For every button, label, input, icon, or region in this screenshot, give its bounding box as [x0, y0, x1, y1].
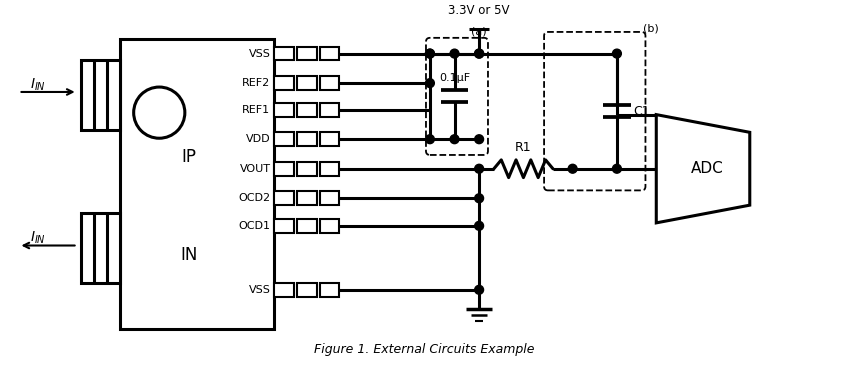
Text: VDD: VDD [246, 134, 271, 144]
Circle shape [425, 49, 435, 58]
Text: (b): (b) [644, 24, 659, 34]
Bar [320, 132, 340, 146]
Bar [320, 283, 340, 297]
Bar [297, 219, 317, 233]
Circle shape [568, 164, 577, 173]
Bar [320, 219, 340, 233]
Text: 3.3V or 5V: 3.3V or 5V [448, 4, 510, 17]
Circle shape [475, 285, 484, 294]
Circle shape [450, 49, 459, 58]
Text: VSS: VSS [249, 285, 271, 295]
Text: REF1: REF1 [242, 105, 271, 115]
Text: IN: IN [180, 246, 198, 264]
Bar [297, 283, 317, 297]
Text: $I_{IN}$: $I_{IN}$ [31, 77, 46, 93]
Text: OCD1: OCD1 [239, 221, 271, 231]
Bar [297, 162, 317, 176]
Bar [274, 132, 294, 146]
Bar [320, 76, 340, 90]
Circle shape [612, 164, 621, 173]
Text: VOUT: VOUT [239, 164, 271, 174]
Bar [274, 283, 294, 297]
Circle shape [425, 79, 435, 88]
Bar [320, 47, 340, 61]
Bar [81, 61, 120, 130]
Circle shape [475, 49, 484, 58]
Circle shape [450, 135, 459, 144]
Text: $I_{IN}$: $I_{IN}$ [31, 230, 46, 246]
Circle shape [475, 49, 484, 58]
Circle shape [475, 135, 484, 144]
Circle shape [425, 49, 435, 58]
Bar [274, 76, 294, 90]
Bar [320, 103, 340, 116]
Bar [297, 103, 317, 116]
Text: OCD2: OCD2 [239, 193, 271, 203]
Circle shape [612, 49, 621, 58]
Bar [274, 191, 294, 205]
Circle shape [425, 135, 435, 144]
Text: 0.1μF: 0.1μF [439, 73, 470, 82]
Bar [274, 103, 294, 116]
Bar [274, 219, 294, 233]
Bar [274, 162, 294, 176]
Bar [274, 47, 294, 61]
Circle shape [475, 222, 484, 230]
Text: C1: C1 [633, 105, 650, 118]
Bar [320, 162, 340, 176]
Text: ADC: ADC [691, 161, 724, 176]
Circle shape [475, 194, 484, 203]
Bar [297, 76, 317, 90]
Bar [297, 132, 317, 146]
Text: VSS: VSS [249, 49, 271, 59]
Bar [81, 213, 120, 283]
Circle shape [133, 87, 185, 138]
Text: (a): (a) [471, 27, 487, 37]
Text: R1: R1 [515, 141, 531, 154]
Bar [297, 47, 317, 61]
Bar [297, 191, 317, 205]
Polygon shape [656, 115, 750, 223]
Bar [320, 191, 340, 205]
Bar [120, 39, 274, 329]
Text: Figure 1. External Circuits Example: Figure 1. External Circuits Example [314, 343, 534, 356]
Circle shape [475, 164, 484, 173]
Text: REF2: REF2 [242, 78, 271, 88]
Text: IP: IP [182, 148, 196, 166]
